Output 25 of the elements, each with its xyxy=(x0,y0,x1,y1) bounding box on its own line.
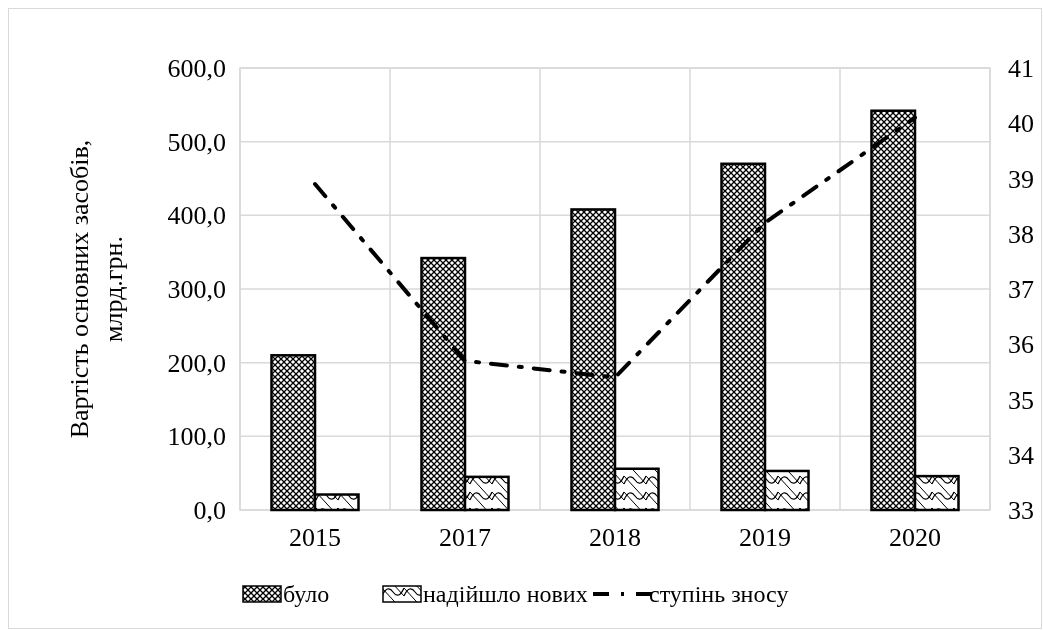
x-tick-label: 2018 xyxy=(589,523,641,552)
y-tick-label: 100,0 xyxy=(167,422,226,452)
y-axis-title: Вартість основних засобів, млрд.грн. xyxy=(65,139,128,439)
y2-tick-label: 37 xyxy=(1008,275,1034,305)
legend-label: було xyxy=(283,581,330,608)
x-tick-label: 2017 xyxy=(439,523,491,552)
y-tick-label: 300,0 xyxy=(167,275,226,305)
x-tick-label: 2020 xyxy=(889,523,941,552)
x-tick-label: 2019 xyxy=(739,523,791,552)
legend-label: ступінь зносу xyxy=(649,581,789,608)
y-tick-label: 200,0 xyxy=(167,348,226,378)
y2-tick-label: 39 xyxy=(1008,164,1034,194)
y2-tick-label: 36 xyxy=(1008,330,1034,360)
legend-label: надійшло нових xyxy=(423,581,588,608)
y-tick-label: 0,0 xyxy=(193,496,226,526)
y2-tick-label: 41 xyxy=(1008,54,1034,84)
y2-tick-label: 33 xyxy=(1008,496,1034,526)
y2-tick-label: 34 xyxy=(1008,440,1034,470)
y2-tick-label: 35 xyxy=(1008,385,1034,415)
y-tick-label: 500,0 xyxy=(167,127,226,157)
y-tick-label: 600,0 xyxy=(167,54,226,84)
x-tick-label: 2015 xyxy=(289,523,341,552)
y2-tick-label: 38 xyxy=(1008,219,1034,249)
y2-tick-label: 40 xyxy=(1008,109,1034,139)
y-tick-label: 400,0 xyxy=(167,201,226,231)
